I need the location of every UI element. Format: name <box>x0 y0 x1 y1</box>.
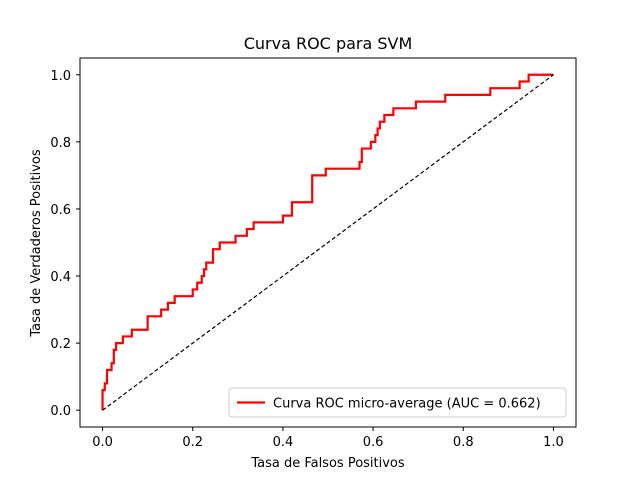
y-tick-label: 0.6 <box>50 203 71 218</box>
x-axis-label: Tasa de Falsos Positivos <box>250 456 405 471</box>
x-tick-label: 0.2 <box>182 435 203 450</box>
x-tick-label: 0.0 <box>92 435 113 450</box>
legend-box <box>228 387 567 418</box>
x-tick-label: 1.0 <box>543 435 564 450</box>
y-axis-label: Tasa de Verdaderos Positivos <box>29 149 44 337</box>
y-tick-label: 1.0 <box>50 69 71 84</box>
legend: Curva ROC micro-average (AUC = 0.662) <box>228 387 567 418</box>
x-tick-label: 0.8 <box>453 435 474 450</box>
chance-diagonal-line <box>102 74 554 411</box>
roc-curve-line <box>101 73 554 411</box>
plot-frame <box>79 57 577 428</box>
x-tick-label: 0.4 <box>273 435 294 450</box>
x-tick-label: 0.6 <box>363 435 384 450</box>
y-tick-label: 0.4 <box>50 270 71 285</box>
y-tick-label: 0.0 <box>50 404 71 419</box>
y-tick-label: 0.8 <box>50 136 71 151</box>
chart-title: Curva ROC para SVM <box>244 34 413 53</box>
plot-area: 0.0 0.2 0.4 0.6 0.8 1.0 0.0 0.2 0.4 0.6 0.8 1.0 <box>50 57 577 450</box>
legend-label: Curva ROC micro-average (AUC = 0.662) <box>273 397 541 412</box>
y-tick-label: 0.2 <box>50 337 71 352</box>
